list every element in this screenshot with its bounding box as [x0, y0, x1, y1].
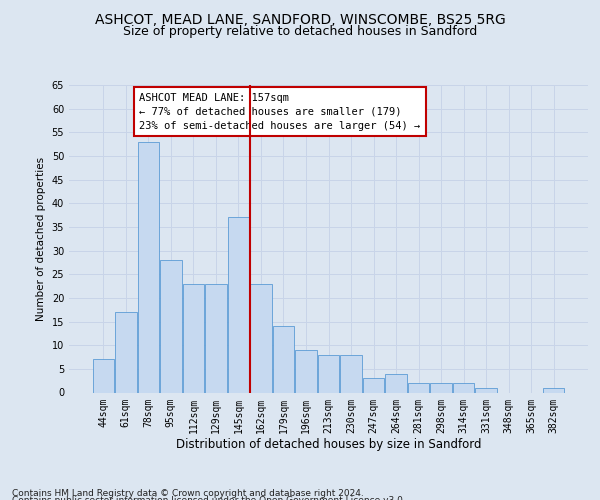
- Bar: [453, 383, 475, 392]
- Bar: [385, 374, 407, 392]
- Bar: [250, 284, 272, 393]
- Bar: [205, 284, 227, 393]
- Text: Contains public sector information licensed under the Open Government Licence v3: Contains public sector information licen…: [12, 496, 406, 500]
- Bar: [408, 383, 429, 392]
- Bar: [543, 388, 565, 392]
- Bar: [318, 354, 339, 393]
- Bar: [115, 312, 137, 392]
- X-axis label: Distribution of detached houses by size in Sandford: Distribution of detached houses by size …: [176, 438, 481, 451]
- Bar: [295, 350, 317, 393]
- Bar: [340, 354, 362, 393]
- Bar: [182, 284, 204, 393]
- Text: ASHCOT MEAD LANE: 157sqm
← 77% of detached houses are smaller (179)
23% of semi-: ASHCOT MEAD LANE: 157sqm ← 77% of detach…: [139, 92, 421, 130]
- Text: ASHCOT, MEAD LANE, SANDFORD, WINSCOMBE, BS25 5RG: ASHCOT, MEAD LANE, SANDFORD, WINSCOMBE, …: [95, 12, 505, 26]
- Bar: [430, 383, 452, 392]
- Bar: [363, 378, 384, 392]
- Bar: [228, 218, 249, 392]
- Bar: [475, 388, 497, 392]
- Text: Contains HM Land Registry data © Crown copyright and database right 2024.: Contains HM Land Registry data © Crown c…: [12, 488, 364, 498]
- Bar: [137, 142, 159, 393]
- Bar: [92, 360, 114, 392]
- Text: Size of property relative to detached houses in Sandford: Size of property relative to detached ho…: [123, 25, 477, 38]
- Bar: [273, 326, 294, 392]
- Bar: [160, 260, 182, 392]
- Y-axis label: Number of detached properties: Number of detached properties: [36, 156, 46, 321]
